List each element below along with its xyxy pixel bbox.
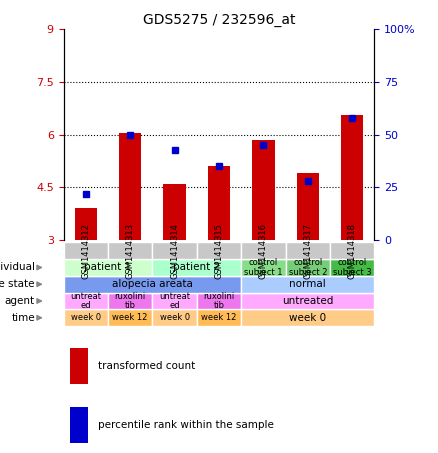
Text: control
subject 2: control subject 2: [289, 258, 327, 277]
Text: disease state: disease state: [0, 279, 35, 289]
Bar: [197, 293, 241, 309]
Bar: [152, 293, 197, 309]
Bar: [297, 173, 319, 240]
Bar: [64, 259, 152, 276]
Bar: [152, 242, 197, 259]
Bar: [197, 309, 241, 326]
Text: ruxolini
tib: ruxolini tib: [203, 292, 235, 310]
Text: week 0: week 0: [71, 313, 101, 322]
Text: untreat
ed: untreat ed: [70, 292, 101, 310]
Bar: [64, 276, 241, 293]
Text: week 0: week 0: [159, 313, 190, 322]
Bar: [119, 133, 141, 240]
Bar: [70, 407, 88, 443]
Text: GSM1414312: GSM1414312: [81, 223, 90, 279]
Text: percentile rank within the sample: percentile rank within the sample: [98, 420, 274, 430]
Text: agent: agent: [5, 296, 35, 306]
Bar: [241, 293, 374, 309]
Bar: [286, 242, 330, 259]
Bar: [74, 208, 97, 240]
Bar: [108, 309, 152, 326]
Text: individual: individual: [0, 262, 35, 273]
Bar: [70, 348, 88, 384]
Text: GSM1414316: GSM1414316: [259, 223, 268, 279]
Bar: [152, 309, 197, 326]
Text: ruxolini
tib: ruxolini tib: [114, 292, 146, 310]
Text: GSM1414318: GSM1414318: [348, 223, 357, 279]
Text: week 12: week 12: [201, 313, 237, 322]
Bar: [241, 276, 374, 293]
Title: GDS5275 / 232596_at: GDS5275 / 232596_at: [143, 13, 295, 27]
Text: GSM1414317: GSM1414317: [304, 223, 312, 279]
Bar: [330, 242, 374, 259]
Bar: [241, 242, 286, 259]
Text: GSM1414314: GSM1414314: [170, 223, 179, 279]
Text: untreat
ed: untreat ed: [159, 292, 190, 310]
Bar: [208, 166, 230, 240]
Text: alopecia areata: alopecia areata: [112, 279, 193, 289]
Bar: [341, 116, 364, 240]
Bar: [197, 242, 241, 259]
Bar: [241, 259, 286, 276]
Bar: [241, 309, 374, 326]
Text: week 0: week 0: [289, 313, 326, 323]
Text: patient 1: patient 1: [85, 262, 131, 273]
Bar: [108, 293, 152, 309]
Bar: [163, 184, 186, 240]
Text: transformed count: transformed count: [98, 361, 195, 371]
Text: GSM1414313: GSM1414313: [126, 223, 134, 279]
Bar: [64, 309, 108, 326]
Text: GSM1414315: GSM1414315: [215, 223, 223, 279]
Bar: [64, 242, 108, 259]
Bar: [108, 242, 152, 259]
Text: normal: normal: [290, 279, 326, 289]
Bar: [64, 293, 108, 309]
Text: time: time: [11, 313, 35, 323]
Bar: [330, 259, 374, 276]
Text: control
subject 1: control subject 1: [244, 258, 283, 277]
Text: control
subject 3: control subject 3: [333, 258, 371, 277]
Bar: [152, 259, 241, 276]
Text: untreated: untreated: [282, 296, 334, 306]
Text: patient 2: patient 2: [173, 262, 220, 273]
Bar: [252, 140, 275, 240]
Bar: [286, 259, 330, 276]
Text: week 12: week 12: [113, 313, 148, 322]
